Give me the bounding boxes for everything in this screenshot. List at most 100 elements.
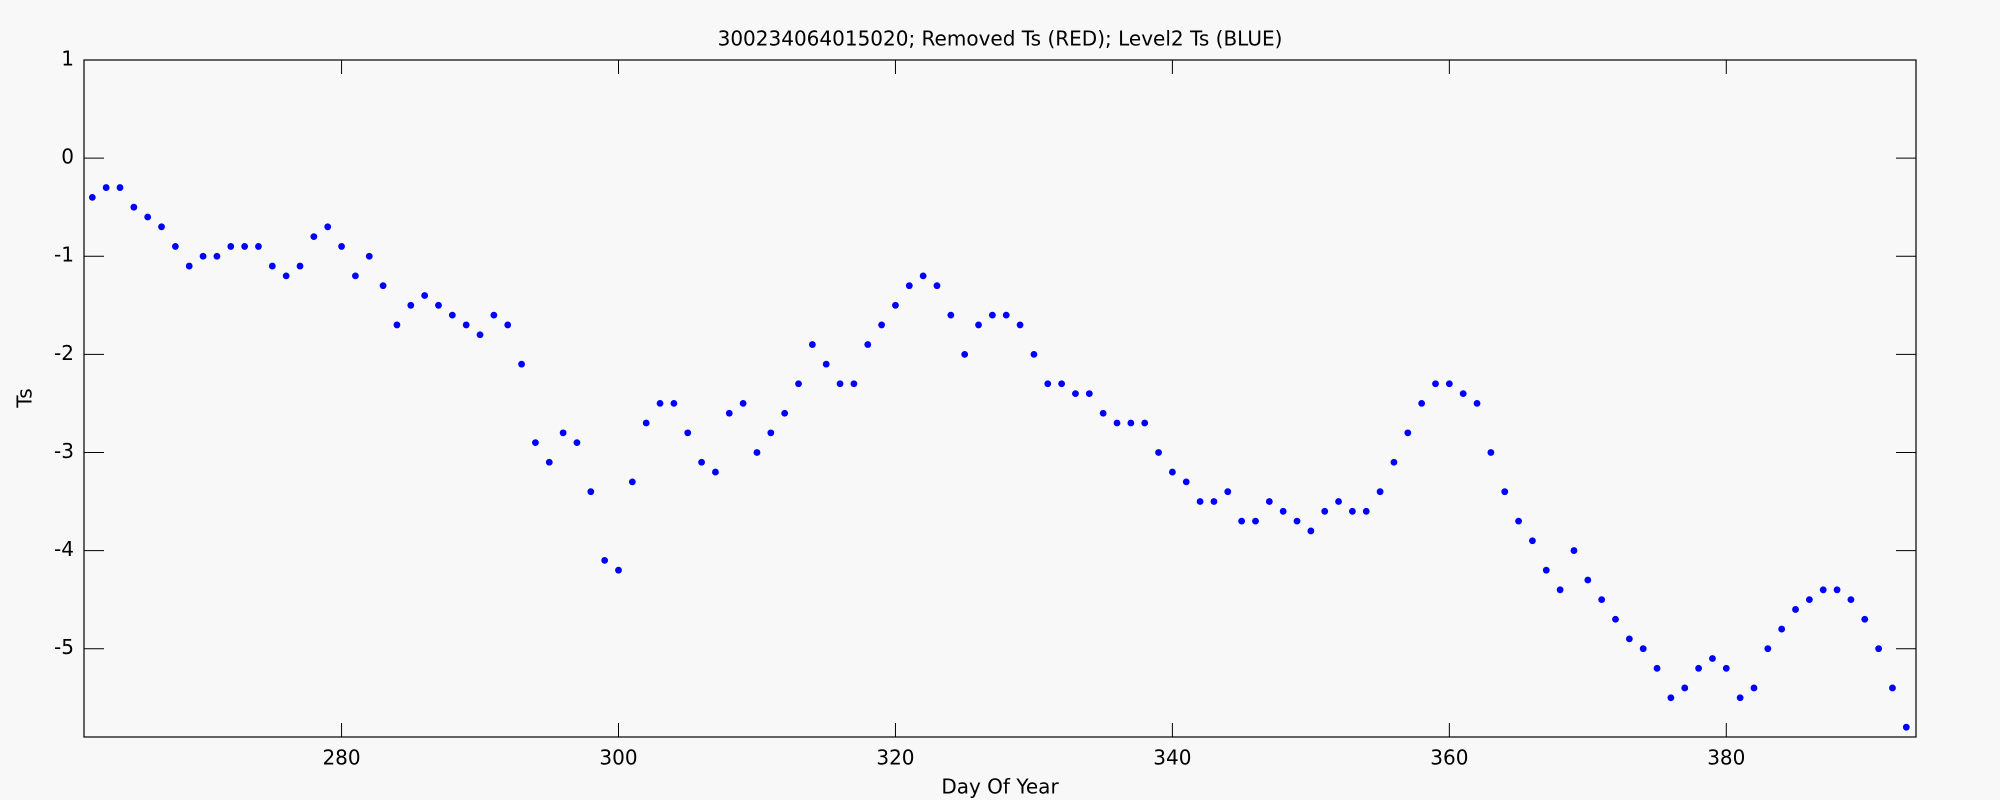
data-point bbox=[753, 449, 761, 456]
data-point bbox=[822, 360, 830, 368]
data-point bbox=[241, 243, 249, 250]
x-axis-label: Day Of Year bbox=[941, 775, 1059, 799]
data-point bbox=[767, 429, 775, 437]
data-point bbox=[1362, 507, 1370, 515]
x-tick-label: 360 bbox=[1430, 746, 1468, 770]
data-point bbox=[1653, 664, 1661, 672]
data-point bbox=[1196, 498, 1204, 505]
data-point bbox=[1805, 596, 1813, 604]
data-point bbox=[1515, 517, 1522, 525]
data-point bbox=[185, 262, 193, 270]
data-point bbox=[1542, 566, 1550, 574]
data-point bbox=[1570, 547, 1578, 554]
data-point bbox=[102, 184, 110, 191]
data-point bbox=[1764, 645, 1772, 653]
data-point bbox=[379, 282, 387, 290]
data-point bbox=[1681, 684, 1689, 692]
data-point bbox=[1875, 645, 1883, 653]
data-point bbox=[1889, 684, 1896, 692]
data-point bbox=[545, 458, 553, 466]
data-point bbox=[518, 360, 525, 368]
x-tick-label: 340 bbox=[1153, 746, 1191, 770]
data-point bbox=[504, 321, 512, 329]
data-point bbox=[684, 429, 692, 437]
y-tick-label: 1 bbox=[61, 47, 74, 71]
data-point bbox=[878, 321, 886, 329]
data-point bbox=[698, 458, 705, 466]
data-point bbox=[808, 341, 816, 348]
data-point bbox=[1695, 664, 1702, 672]
data-point bbox=[338, 243, 345, 250]
data-point bbox=[462, 321, 470, 329]
data-point bbox=[1445, 380, 1453, 388]
data-point bbox=[1016, 321, 1024, 329]
data-point bbox=[116, 184, 124, 191]
data-point bbox=[227, 243, 235, 250]
data-point bbox=[1584, 576, 1592, 584]
data-point bbox=[933, 282, 941, 290]
data-point bbox=[407, 301, 415, 309]
data-point bbox=[1529, 537, 1536, 545]
data-point bbox=[1598, 596, 1606, 604]
data-point bbox=[1252, 517, 1259, 525]
data-point bbox=[961, 350, 969, 358]
data-point bbox=[1335, 498, 1342, 505]
data-point bbox=[1044, 380, 1052, 388]
data-point bbox=[1390, 458, 1398, 466]
data-point bbox=[656, 400, 664, 407]
y-tick-label: -1 bbox=[54, 243, 74, 267]
data-point bbox=[1002, 311, 1010, 319]
y-tick-label: -5 bbox=[54, 635, 74, 659]
data-point bbox=[158, 223, 165, 231]
data-point bbox=[268, 262, 276, 270]
data-point bbox=[1847, 596, 1855, 604]
data-point bbox=[296, 262, 304, 270]
data-point bbox=[1349, 507, 1356, 515]
data-point bbox=[448, 311, 456, 319]
data-point bbox=[947, 311, 955, 319]
data-point bbox=[282, 272, 290, 280]
data-point bbox=[1639, 645, 1647, 653]
data-point bbox=[615, 566, 622, 574]
data-point bbox=[1376, 488, 1384, 496]
x-tick-label: 320 bbox=[876, 746, 914, 770]
data-point bbox=[324, 223, 332, 231]
data-point bbox=[1182, 478, 1190, 486]
x-tick-label: 300 bbox=[599, 746, 637, 770]
data-point bbox=[628, 478, 636, 486]
data-point bbox=[1625, 635, 1633, 643]
y-tick-label: -2 bbox=[54, 341, 74, 365]
data-point bbox=[1902, 723, 1910, 731]
data-point bbox=[1501, 488, 1509, 496]
data-point bbox=[1155, 449, 1162, 456]
data-point bbox=[1404, 429, 1412, 437]
data-point bbox=[836, 380, 844, 388]
x-tick-label: 280 bbox=[322, 746, 360, 770]
data-point bbox=[739, 400, 747, 407]
data-point bbox=[421, 292, 429, 299]
data-point bbox=[1238, 517, 1246, 525]
data-point bbox=[1279, 507, 1287, 515]
data-point bbox=[1224, 488, 1232, 496]
data-point bbox=[476, 331, 484, 339]
y-tick-label: -4 bbox=[54, 537, 74, 561]
data-point bbox=[144, 213, 152, 221]
data-point bbox=[490, 311, 498, 319]
data-point bbox=[1459, 390, 1467, 397]
data-point bbox=[1556, 586, 1564, 594]
data-point bbox=[1141, 419, 1149, 427]
data-point bbox=[587, 488, 595, 496]
data-point bbox=[975, 321, 982, 329]
data-point bbox=[1833, 586, 1841, 594]
data-point bbox=[130, 203, 138, 211]
data-point bbox=[781, 409, 789, 417]
data-point bbox=[864, 341, 872, 348]
data-point bbox=[1709, 655, 1716, 662]
data-point bbox=[892, 301, 899, 309]
data-point bbox=[532, 439, 539, 447]
data-point bbox=[213, 252, 221, 260]
data-point bbox=[1778, 625, 1786, 633]
plot-frame bbox=[83, 59, 1917, 738]
